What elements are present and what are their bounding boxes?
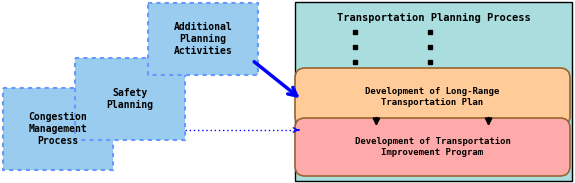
Text: Congestion
Management
Process: Congestion Management Process xyxy=(29,112,87,146)
Text: Development of Long-Range
Transportation Plan: Development of Long-Range Transportation… xyxy=(365,87,500,107)
FancyBboxPatch shape xyxy=(295,118,570,176)
FancyBboxPatch shape xyxy=(295,2,572,181)
Text: Development of Transportation
Improvement Program: Development of Transportation Improvemen… xyxy=(355,137,511,157)
FancyBboxPatch shape xyxy=(75,58,185,140)
Text: Additional
Planning
Activities: Additional Planning Activities xyxy=(174,22,232,56)
FancyBboxPatch shape xyxy=(295,68,570,126)
Text: Transportation Planning Process: Transportation Planning Process xyxy=(336,13,530,23)
FancyBboxPatch shape xyxy=(3,88,113,170)
FancyBboxPatch shape xyxy=(148,3,258,75)
Text: Safety
Planning: Safety Planning xyxy=(106,88,154,110)
